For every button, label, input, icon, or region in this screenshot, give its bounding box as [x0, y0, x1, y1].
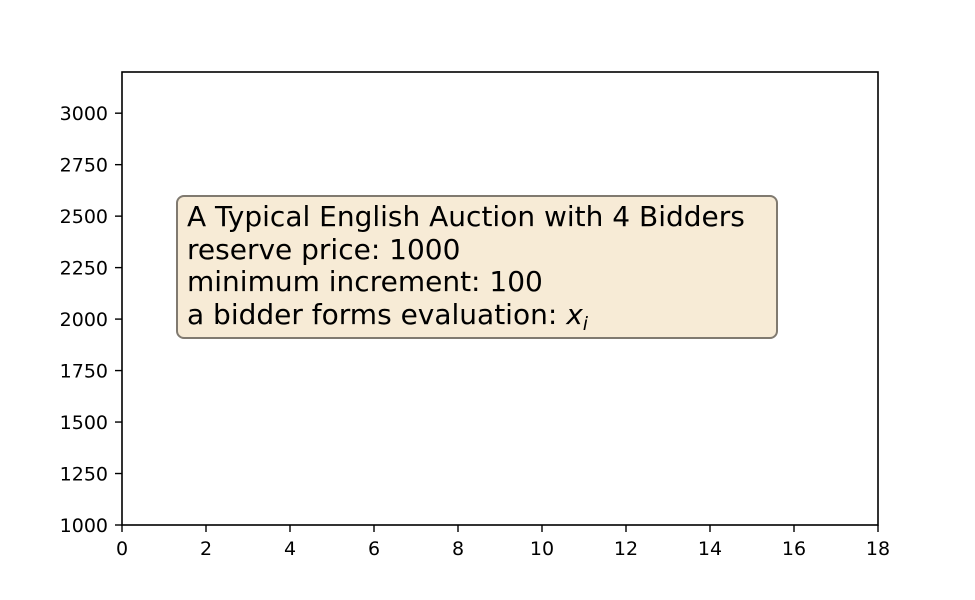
x-tick-label: 12 [614, 538, 638, 560]
y-tick-label: 3000 [60, 103, 108, 125]
y-tick-label: 1250 [60, 464, 108, 486]
annotation-box: A Typical English Auction with 4 Bidders… [176, 195, 778, 339]
y-tick-label: 1500 [60, 412, 108, 434]
x-tick-label: 0 [116, 538, 128, 560]
y-tick-label: 2250 [60, 258, 108, 280]
x-tick-label: 10 [530, 538, 554, 560]
annotation-title: A Typical English Auction with 4 Bidders [187, 200, 745, 233]
x-tick-label: 14 [698, 538, 722, 560]
y-tick-label: 1750 [60, 361, 108, 383]
annotation-minimum-increment: minimum increment: 100 [187, 265, 543, 298]
y-tick-label: 2000 [60, 309, 108, 331]
annotation-math-variable: x [566, 297, 583, 331]
y-tick-label: 2500 [60, 206, 108, 228]
x-tick-label: 18 [866, 538, 890, 560]
x-tick-label: 8 [452, 538, 464, 560]
x-axis: 0 2 4 6 8 10 12 14 16 18 [116, 525, 890, 560]
x-tick-label: 4 [284, 538, 296, 560]
annotation-evaluation-text: a bidder forms evaluation: [187, 297, 567, 331]
annotation-math-subscript: i [582, 312, 589, 335]
y-axis: 1000 1250 1500 1750 2000 2250 2500 2750 3000 [60, 103, 122, 537]
annotation-reserve-price: reserve price: 1000 [187, 232, 461, 266]
x-tick-label: 6 [368, 538, 380, 560]
y-tick-label: 1000 [60, 515, 108, 537]
y-tick-label: 2750 [60, 155, 108, 177]
annotation-evaluation-line: a bidder forms evaluation: xi [187, 297, 776, 335]
x-tick-label: 16 [782, 538, 806, 560]
x-tick-label: 2 [200, 538, 212, 560]
